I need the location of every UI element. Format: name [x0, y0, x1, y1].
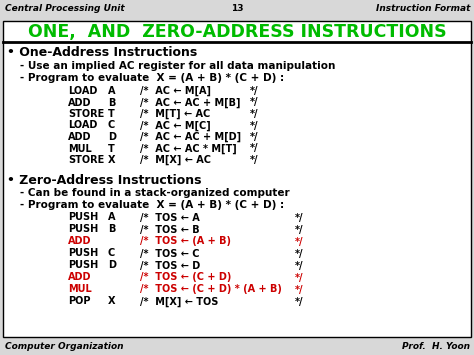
Text: Instruction Format: Instruction Format	[375, 4, 470, 13]
Text: /*  TOS ← (C + D): /* TOS ← (C + D)	[140, 273, 231, 283]
Text: /*  AC ← AC + M[D]: /* AC ← AC + M[D]	[140, 132, 241, 142]
Text: ADD: ADD	[68, 273, 91, 283]
Text: PUSH: PUSH	[68, 213, 98, 223]
Text: */: */	[250, 98, 258, 108]
Text: Computer Organization: Computer Organization	[5, 342, 124, 351]
Text: Prof.  H. Yoon: Prof. H. Yoon	[402, 342, 470, 351]
Text: POP: POP	[68, 296, 91, 306]
Text: */: */	[250, 143, 258, 153]
Text: - Use an implied AC register for all data manipulation: - Use an implied AC register for all dat…	[20, 61, 336, 71]
Text: */: */	[295, 213, 303, 223]
Text: STORE: STORE	[68, 155, 104, 165]
Text: ADD: ADD	[68, 236, 91, 246]
Text: T: T	[108, 109, 115, 119]
Text: ADD: ADD	[68, 132, 91, 142]
Text: C: C	[108, 120, 115, 131]
Text: */: */	[295, 236, 303, 246]
Text: - Program to evaluate  X = (A + B) * (C + D) :: - Program to evaluate X = (A + B) * (C +…	[20, 200, 284, 209]
Text: PUSH: PUSH	[68, 248, 98, 258]
Text: STORE: STORE	[68, 109, 104, 119]
Text: */: */	[295, 248, 303, 258]
Text: LOAD: LOAD	[68, 120, 97, 131]
Text: PUSH: PUSH	[68, 224, 98, 235]
Text: MUL: MUL	[68, 143, 92, 153]
Text: 13: 13	[231, 4, 243, 13]
Text: T: T	[108, 143, 115, 153]
Text: X: X	[108, 296, 116, 306]
Text: */: */	[295, 284, 303, 295]
Text: A: A	[108, 213, 116, 223]
Text: /*  M[T] ← AC: /* M[T] ← AC	[140, 109, 210, 119]
Text: B: B	[108, 224, 115, 235]
Text: D: D	[108, 132, 116, 142]
Text: C: C	[108, 248, 115, 258]
Text: /*  TOS ← C: /* TOS ← C	[140, 248, 200, 258]
Text: Central Processing Unit: Central Processing Unit	[5, 4, 125, 13]
Text: */: */	[295, 296, 303, 306]
Text: • One-Address Instructions: • One-Address Instructions	[7, 46, 197, 59]
Text: */: */	[295, 224, 303, 235]
Text: */: */	[250, 109, 258, 119]
Text: */: */	[250, 132, 258, 142]
Text: /*  AC ← AC + M[B]: /* AC ← AC + M[B]	[140, 98, 240, 108]
Text: */: */	[295, 261, 303, 271]
Text: */: */	[250, 155, 258, 165]
Text: A: A	[108, 86, 116, 96]
Text: /*  TOS ← (A + B): /* TOS ← (A + B)	[140, 236, 231, 246]
Text: /*  M[X] ← AC: /* M[X] ← AC	[140, 155, 211, 165]
Text: B: B	[108, 98, 115, 108]
Text: /*  TOS ← D: /* TOS ← D	[140, 261, 200, 271]
Text: /*  TOS ← A: /* TOS ← A	[140, 213, 200, 223]
Text: /*  TOS ← (C + D) * (A + B): /* TOS ← (C + D) * (A + B)	[140, 284, 282, 295]
Text: /*  AC ← M[C]: /* AC ← M[C]	[140, 120, 211, 131]
Text: */: */	[250, 86, 258, 96]
Text: X: X	[108, 155, 116, 165]
Text: /*  M[X] ← TOS: /* M[X] ← TOS	[140, 296, 219, 307]
Text: */: */	[295, 273, 303, 283]
Text: /*  TOS ← B: /* TOS ← B	[140, 224, 200, 235]
Text: /*  AC ← M[A]: /* AC ← M[A]	[140, 86, 211, 96]
Text: PUSH: PUSH	[68, 261, 98, 271]
Text: • Zero-Address Instructions: • Zero-Address Instructions	[7, 174, 201, 186]
Text: LOAD: LOAD	[68, 86, 97, 96]
Text: */: */	[250, 120, 258, 131]
Text: - Program to evaluate  X = (A + B) * (C + D) :: - Program to evaluate X = (A + B) * (C +…	[20, 73, 284, 83]
FancyBboxPatch shape	[3, 21, 471, 337]
Text: MUL: MUL	[68, 284, 92, 295]
Text: - Can be found in a stack-organized computer: - Can be found in a stack-organized comp…	[20, 187, 290, 197]
Text: ONE,  AND  ZERO-ADDRESS INSTRUCTIONS: ONE, AND ZERO-ADDRESS INSTRUCTIONS	[27, 23, 447, 41]
Text: D: D	[108, 261, 116, 271]
Text: ADD: ADD	[68, 98, 91, 108]
Text: /*  AC ← AC * M[T]: /* AC ← AC * M[T]	[140, 143, 237, 154]
